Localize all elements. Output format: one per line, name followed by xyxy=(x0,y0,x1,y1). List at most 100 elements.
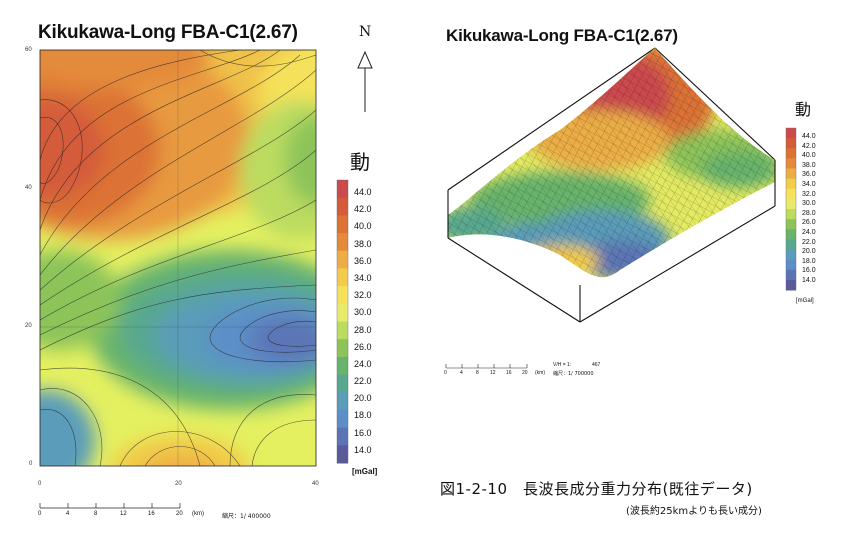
legend-3d-ramp xyxy=(785,127,797,291)
scale-2d-unit: (km) xyxy=(192,511,204,517)
legend-swatch xyxy=(337,250,348,269)
legend-2d-level: 34.0 xyxy=(354,272,372,283)
legend-2d-header: 動 xyxy=(350,150,370,174)
legend-swatch xyxy=(786,269,796,281)
legend-3d-level: 18.0 xyxy=(802,257,816,265)
scale-2d-tick: 0 xyxy=(38,511,42,517)
legend-2d-level: 30.0 xyxy=(354,307,372,318)
north-arrow-icon xyxy=(357,50,373,112)
legend-3d-level: 36.0 xyxy=(802,171,816,179)
legend-2d-level: 24.0 xyxy=(354,358,372,369)
legend-swatch xyxy=(786,239,796,250)
legend-swatch xyxy=(786,198,796,210)
legend-3d-level: 40.0 xyxy=(802,152,816,160)
map-y-tick: 0 xyxy=(29,461,33,467)
legend-3d-level: 26.0 xyxy=(802,219,816,227)
legend-2d-level: 26.0 xyxy=(354,341,372,352)
scale-2d-tick: 8 xyxy=(94,511,98,517)
legend-swatch xyxy=(337,286,348,305)
surface-title: Kikukawa-Long FBA-C1(2.67) xyxy=(446,26,678,45)
map-x-tick: 40 xyxy=(312,481,319,487)
legend-2d-level: 38.0 xyxy=(354,238,372,249)
scale-3d-tick: 12 xyxy=(490,370,496,376)
map-y-tick: 20 xyxy=(25,323,32,329)
scale-2d-tick: 12 xyxy=(120,511,127,517)
legend-3d-level: 14.0 xyxy=(802,276,816,284)
scale-3d-tick: 16 xyxy=(506,370,512,376)
vh-label: V/H = 1: xyxy=(553,362,572,368)
legend-3d-level: 16.0 xyxy=(802,267,816,275)
legend-3d-level: 42.0 xyxy=(802,142,816,150)
legend-2d-level: 16.0 xyxy=(354,427,372,438)
box-frame-back xyxy=(447,47,776,191)
figure-subcaption: (波長約25kmよりも長い成分) xyxy=(626,506,762,517)
legend-3d-level: 20.0 xyxy=(802,248,816,256)
legend-3d-level: 22.0 xyxy=(802,238,816,246)
legend-2d-level: 20.0 xyxy=(354,393,372,404)
legend-swatch xyxy=(786,259,796,271)
scale-3d-tick: 8 xyxy=(476,370,479,376)
legend-2d-labels: 44.0 42.0 40.0 38.0 36.0 34.0 32.0 30.0 … xyxy=(354,187,394,462)
legend-swatch xyxy=(337,197,348,216)
legend-swatch xyxy=(337,321,348,340)
box-frame-front xyxy=(447,160,776,323)
scale-3d-tick: 4 xyxy=(460,370,463,376)
legend-2d-ramp xyxy=(336,179,349,464)
legend-swatch xyxy=(337,339,348,358)
legend-swatch xyxy=(337,427,348,446)
legend-3d-level: 34.0 xyxy=(802,180,816,188)
legend-2d-level: 22.0 xyxy=(354,376,372,387)
legend-2d-level: 42.0 xyxy=(354,204,372,215)
legend-swatch xyxy=(337,445,348,464)
scale-3d-ratio: 縮尺：1/ 700000 xyxy=(553,371,594,377)
legend-3d-level: 24.0 xyxy=(802,228,816,236)
legend-swatch xyxy=(786,138,796,149)
legend-2d-level: 40.0 xyxy=(354,221,372,232)
scale-2d-tick: 4 xyxy=(66,511,70,517)
map-x-tick: 20 xyxy=(175,481,182,487)
legend-border xyxy=(336,179,349,464)
legend-swatch xyxy=(337,215,348,234)
legend-swatch xyxy=(786,249,796,261)
legend-3d-header: 動 xyxy=(795,100,812,119)
scale-bar-3d xyxy=(445,364,528,369)
legend-2d-level: 44.0 xyxy=(354,187,372,197)
legend-3d-level: 38.0 xyxy=(802,161,816,169)
legend-3d-labels: 44.0 42.0 40.0 38.0 36.0 34.0 32.0 30.0 … xyxy=(802,133,838,287)
legend-3d-level: 44.0 xyxy=(802,133,816,140)
map-x-tick: 0 xyxy=(38,481,42,487)
contour-fill xyxy=(40,50,316,466)
figure-caption: 図1-2-10 長波長成分重力分布(既往データ) xyxy=(440,480,753,498)
legend-swatch xyxy=(337,233,348,252)
legend-swatch xyxy=(337,268,348,287)
legend-2d-level: 18.0 xyxy=(354,410,372,421)
scale-2d-tick: 16 xyxy=(148,511,155,517)
legend-swatch xyxy=(786,209,796,220)
legend-border xyxy=(785,127,797,291)
legend-3d-level: 28.0 xyxy=(802,209,816,217)
legend-swatch xyxy=(337,303,348,322)
legend-2d-level: 28.0 xyxy=(354,324,372,335)
legend-2d-level: 32.0 xyxy=(354,290,372,301)
legend-3d-level: 30.0 xyxy=(802,200,816,208)
legend-swatch xyxy=(786,219,796,230)
north-label: N xyxy=(359,24,372,40)
legend-swatch xyxy=(786,148,796,159)
legend-swatch xyxy=(786,279,796,291)
legend-3d-unit: [mGal] xyxy=(796,298,814,304)
scale-2d-tick: 20 xyxy=(176,511,183,517)
legend-swatch xyxy=(337,374,348,393)
legend-swatch xyxy=(786,188,796,200)
legend-swatch xyxy=(786,178,796,190)
surface-3d xyxy=(448,48,775,278)
legend-swatch xyxy=(337,409,348,429)
legend-swatch xyxy=(337,392,348,411)
legend-swatch xyxy=(786,229,796,240)
legend-swatch xyxy=(337,180,348,199)
legend-swatch xyxy=(337,356,348,376)
legend-2d-unit: [mGal] xyxy=(352,467,378,476)
legend-2d-level: 14.0 xyxy=(354,444,372,455)
map-y-tick: 40 xyxy=(25,185,32,191)
legend-swatch xyxy=(786,158,796,169)
